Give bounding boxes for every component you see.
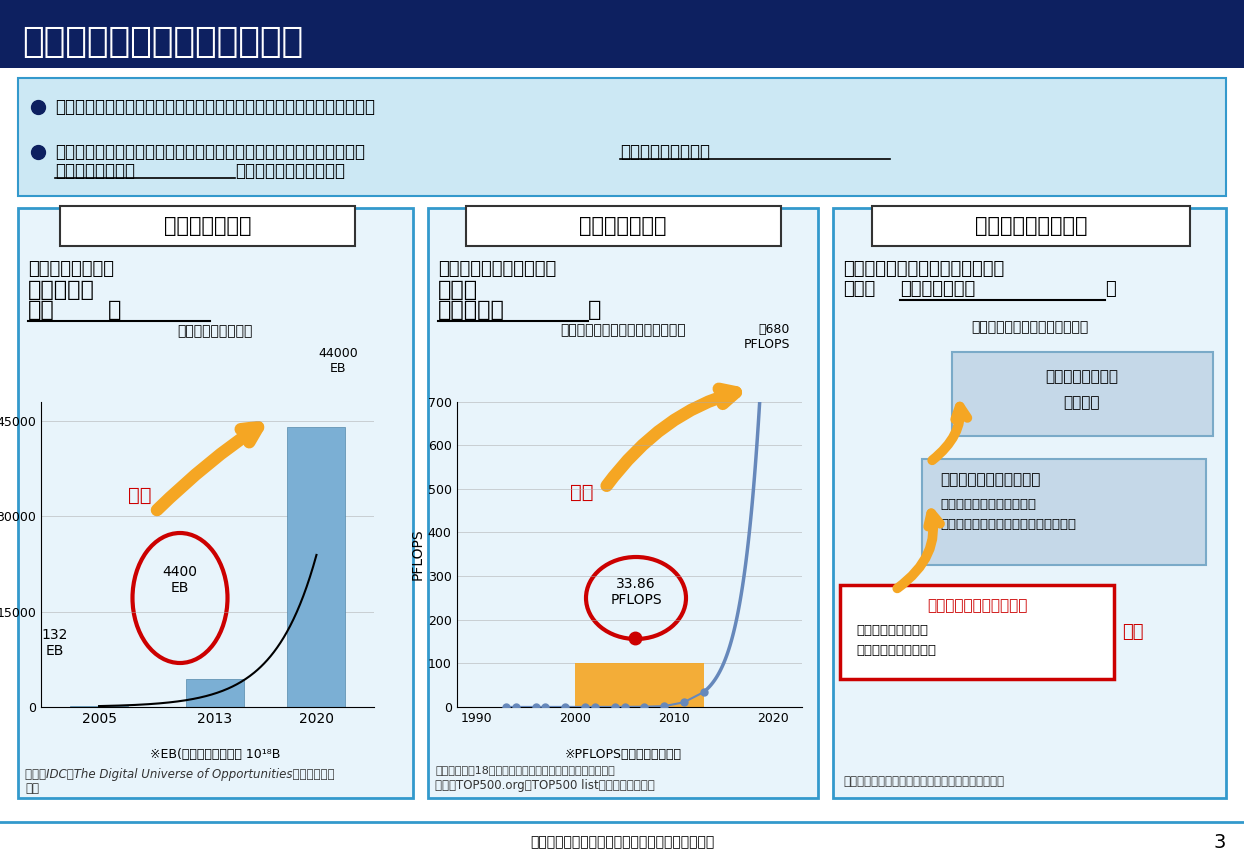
Text: 出所：東京大学・松尾准教授資料を基に経産省作成: 出所：東京大学・松尾准教授資料を基に経産省作成 <box>843 775 1004 788</box>
Text: １．データを巡る技術の動向: １．データを巡る技術の動向 <box>22 25 304 59</box>
FancyBboxPatch shape <box>840 585 1113 679</box>
FancyBboxPatch shape <box>428 208 819 798</box>
Text: 次元３（今後５～: 次元３（今後５～ <box>1045 370 1118 384</box>
Text: 作成: 作成 <box>25 782 39 795</box>
Text: ハードウェアの性能は、: ハードウェアの性能は、 <box>438 260 556 278</box>
Text: 「第４次産業革命」の進展にあたっては、これらのコア技術を含め、: 「第４次産業革命」の進展にあたっては、これらのコア技術を含め、 <box>55 143 364 161</box>
FancyBboxPatch shape <box>60 206 355 246</box>
Bar <box>287 427 346 707</box>
Text: 戦略的な技術開発・: 戦略的な技術開発・ <box>620 143 710 161</box>
Text: ・試行行動を伴う異常検知: ・試行行動を伴う異常検知 <box>940 497 1036 511</box>
Bar <box>187 679 244 707</box>
Text: データ量の増加: データ量の増加 <box>164 216 251 236</box>
FancyBboxPatch shape <box>952 352 1213 436</box>
Y-axis label: PFLOPS: PFLOPS <box>411 528 425 580</box>
Text: 33.86
PFLOPS: 33.86 PFLOPS <box>611 577 662 607</box>
Text: ・異常検知・将来予測: ・異常検知・将来予測 <box>856 643 935 656</box>
Text: ※EB(エクサバイト）＝ 10¹⁸B: ※EB(エクサバイト）＝ 10¹⁸B <box>149 748 280 761</box>
Text: 効果的な利用拡大: 効果的な利用拡大 <box>55 162 136 180</box>
Text: 。: 。 <box>588 300 601 320</box>
Text: ＜最先端のスパコンの演算速度＞: ＜最先端のスパコンの演算速度＞ <box>560 323 685 337</box>
Text: 次元２（今後３～５年）: 次元２（今後３～５年） <box>940 472 1040 488</box>
Text: 3: 3 <box>1214 832 1227 851</box>
FancyBboxPatch shape <box>17 208 413 798</box>
Text: ２年ごとに: ２年ごとに <box>29 280 95 300</box>
FancyBboxPatch shape <box>872 206 1191 246</box>
Text: 。: 。 <box>108 300 122 320</box>
FancyBboxPatch shape <box>466 206 781 246</box>
Text: 132
EB: 132 EB <box>42 628 68 658</box>
Text: ＡＩの非連続的進化: ＡＩの非連続的進化 <box>975 216 1087 236</box>
FancyBboxPatch shape <box>17 78 1227 196</box>
FancyBboxPatch shape <box>0 0 1244 68</box>
Text: ・画像・動画の認識: ・画像・動画の認識 <box>856 624 928 636</box>
Text: 非連続的に発展: 非連続的に発展 <box>899 280 975 298</box>
Text: ・仮説生成・高度なシミュレーション: ・仮説生成・高度なシミュレーション <box>940 518 1076 531</box>
Text: 4400
EB: 4400 EB <box>163 565 198 595</box>
Text: 出典：産業構造審議会新産業構造部会（第１回）: 出典：産業構造審議会新産業構造部会（第１回） <box>530 835 714 849</box>
Text: 約680
PFLOPS: 約680 PFLOPS <box>744 323 790 351</box>
Text: 技術が: 技術が <box>843 280 876 298</box>
Text: 世界のデータ量は: 世界のデータ量は <box>29 260 114 278</box>
Text: 。: 。 <box>1105 280 1116 298</box>
Text: 44000
EB: 44000 EB <box>318 347 358 375</box>
Text: １０年）: １０年） <box>1064 396 1100 410</box>
Text: ディープラーニング等によりＡＩ: ディープラーニング等によりＡＩ <box>843 260 1004 278</box>
Text: 出所：IDC「The Digital Universe of Opportunities」より経産省: 出所：IDC「The Digital Universe of Opportuni… <box>25 768 335 781</box>
Text: 将来予測は、18か月ごとに性能が倍になるものとして算出: 将来予測は、18か月ごとに性能が倍になるものとして算出 <box>435 765 615 775</box>
Text: 次元１（今後０～２年）: 次元１（今後０～２年） <box>927 599 1028 613</box>
Text: 数的に進化: 数的に進化 <box>438 300 505 320</box>
Text: 現状: 現状 <box>128 486 152 505</box>
Text: ＜世界のデータ量＞: ＜世界のデータ量＞ <box>178 324 253 338</box>
Text: 倍増: 倍増 <box>29 300 55 320</box>
Text: 現状: 現状 <box>1122 623 1143 641</box>
Text: 現状: 現状 <box>570 482 593 501</box>
Bar <box>575 663 704 707</box>
Text: データ量の増加、処理性能の向上、ＡＩの非連続的進化が急速に進展。: データ量の増加、処理性能の向上、ＡＩの非連続的進化が急速に進展。 <box>55 98 374 116</box>
Text: 処理性能の向上: 処理性能の向上 <box>580 216 667 236</box>
Text: 出所：TOP500.org「TOP500 list」より経産省作成: 出所：TOP500.org「TOP500 list」より経産省作成 <box>435 779 654 792</box>
FancyBboxPatch shape <box>833 208 1227 798</box>
Text: ＜ＡＩの技術的発展の見通し＞: ＜ＡＩの技術的発展の見通し＞ <box>972 320 1088 334</box>
Text: 指数関: 指数関 <box>438 280 478 300</box>
Text: が勝敗を分ける可能性。: が勝敗を分ける可能性。 <box>235 162 345 180</box>
Text: ※PFLOPS＝演算速度の指標: ※PFLOPS＝演算速度の指標 <box>565 748 682 761</box>
FancyBboxPatch shape <box>922 459 1205 565</box>
